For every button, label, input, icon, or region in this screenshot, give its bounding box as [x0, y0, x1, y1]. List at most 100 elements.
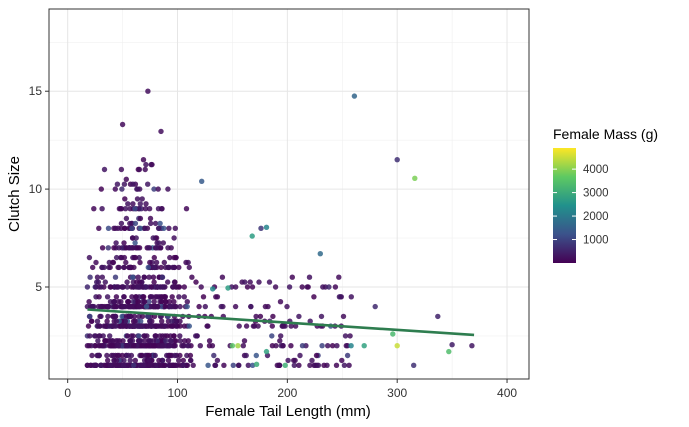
data-point: [94, 352, 100, 359]
data-point: [113, 303, 119, 310]
data-point: [86, 299, 92, 305]
data-point: [129, 235, 136, 241]
data-point: [183, 206, 190, 212]
x-tick-label: 200: [277, 386, 297, 400]
data-point: [90, 264, 96, 271]
data-point: [211, 352, 217, 359]
data-point: [102, 323, 109, 329]
y-tick-label: 15: [29, 84, 43, 98]
data-point: [258, 225, 264, 231]
data-point: [329, 343, 336, 349]
data-point: [168, 245, 174, 251]
data-point: [97, 323, 103, 329]
data-point: [309, 357, 315, 364]
data-point: [146, 274, 152, 280]
data-point: [236, 362, 242, 368]
data-point: [143, 201, 149, 207]
data-point: [107, 338, 113, 344]
data-point: [111, 284, 118, 290]
data-point: [152, 333, 159, 339]
data-point: [241, 338, 248, 344]
data-point: [121, 240, 127, 246]
data-point: [116, 245, 122, 251]
data-point: [394, 157, 400, 163]
data-point: [138, 352, 144, 359]
data-point: [99, 274, 106, 280]
colorbar-label: 4000: [583, 164, 609, 176]
data-point: [150, 235, 156, 241]
data-point: [89, 352, 95, 359]
data-point: [165, 264, 172, 271]
data-point: [132, 357, 138, 364]
data-point: [243, 323, 250, 329]
data-point: [90, 303, 96, 310]
data-point: [137, 215, 144, 222]
data-point: [161, 259, 167, 266]
data-point: [296, 362, 302, 368]
data-point: [161, 225, 167, 231]
data-point: [199, 178, 205, 184]
data-point: [137, 225, 144, 231]
data-point: [182, 338, 188, 344]
data-point: [286, 284, 293, 290]
data-point: [122, 196, 128, 202]
data-point: [292, 323, 299, 329]
data-point: [149, 323, 155, 329]
colorbar-label: 3000: [583, 188, 609, 200]
data-point: [159, 333, 166, 339]
data-point: [148, 220, 154, 227]
data-point: [99, 206, 105, 212]
data-point: [121, 181, 128, 187]
data-point: [119, 186, 125, 192]
data-point: [113, 318, 120, 324]
data-point: [198, 284, 204, 290]
data-point: [94, 279, 100, 285]
data-point: [96, 225, 102, 231]
data-point: [142, 206, 149, 212]
x-tick-label: 0: [64, 386, 71, 400]
data-point: [104, 294, 111, 300]
data-point: [200, 294, 207, 300]
data-point: [144, 343, 150, 349]
data-point: [146, 357, 152, 364]
data-point: [84, 343, 91, 349]
data-point: [127, 357, 133, 364]
data-point: [127, 313, 134, 320]
data-point: [113, 240, 119, 246]
data-point: [214, 294, 221, 300]
data-point: [131, 323, 137, 329]
data-point: [146, 245, 153, 251]
data-point: [136, 333, 142, 339]
data-point: [278, 333, 284, 339]
data-point: [326, 284, 332, 290]
data-point: [172, 303, 178, 310]
data-point: [124, 284, 130, 290]
data-point: [194, 333, 200, 339]
data-point: [188, 357, 194, 364]
data-point: [150, 274, 157, 280]
data-point: [143, 284, 149, 290]
data-point: [122, 206, 129, 212]
legend-title: Female Mass (g): [553, 126, 658, 142]
data-point: [346, 362, 352, 368]
data-point: [247, 279, 253, 285]
data-point: [163, 299, 169, 305]
data-point: [166, 225, 172, 231]
data-point: [87, 333, 93, 339]
data-point: [277, 299, 284, 305]
data-point: [244, 284, 251, 290]
data-point: [86, 254, 93, 261]
data-point: [435, 313, 441, 320]
y-axis-ticks: 5 10 15: [29, 84, 49, 294]
data-point: [171, 333, 177, 339]
data-point: [235, 343, 241, 349]
data-point: [121, 264, 127, 271]
data-point: [128, 333, 135, 339]
data-point: [135, 284, 141, 290]
data-point: [123, 176, 129, 182]
data-point: [289, 274, 295, 280]
data-point: [139, 323, 145, 329]
data-point: [159, 357, 166, 364]
data-point: [112, 362, 119, 368]
